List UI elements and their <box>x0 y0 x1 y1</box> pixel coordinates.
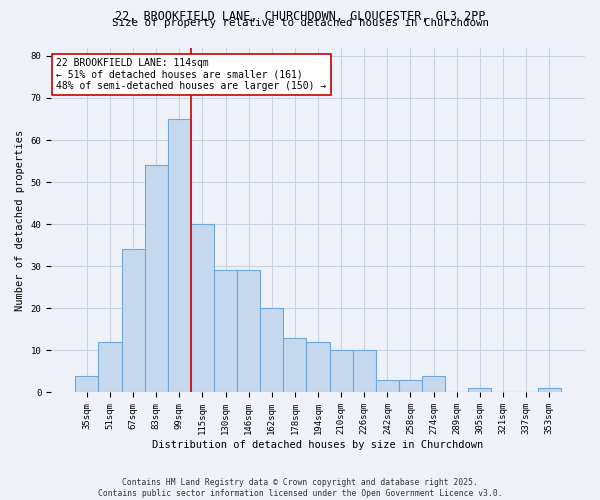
Bar <box>538 388 561 392</box>
Bar <box>98 342 122 392</box>
Bar <box>145 166 168 392</box>
Text: Size of property relative to detached houses in Churchdown: Size of property relative to detached ho… <box>112 18 488 28</box>
Bar <box>122 250 145 392</box>
X-axis label: Distribution of detached houses by size in Churchdown: Distribution of detached houses by size … <box>152 440 484 450</box>
Y-axis label: Number of detached properties: Number of detached properties <box>15 130 25 310</box>
Text: Contains HM Land Registry data © Crown copyright and database right 2025.
Contai: Contains HM Land Registry data © Crown c… <box>98 478 502 498</box>
Bar <box>214 270 237 392</box>
Bar <box>260 308 283 392</box>
Bar <box>468 388 491 392</box>
Bar <box>329 350 353 393</box>
Bar <box>399 380 422 392</box>
Bar <box>353 350 376 393</box>
Bar <box>191 224 214 392</box>
Bar <box>376 380 399 392</box>
Text: 22, BROOKFIELD LANE, CHURCHDOWN, GLOUCESTER, GL3 2PP: 22, BROOKFIELD LANE, CHURCHDOWN, GLOUCES… <box>115 10 485 23</box>
Bar <box>168 119 191 392</box>
Bar <box>75 376 98 392</box>
Bar <box>237 270 260 392</box>
Text: 22 BROOKFIELD LANE: 114sqm
← 51% of detached houses are smaller (161)
48% of sem: 22 BROOKFIELD LANE: 114sqm ← 51% of deta… <box>56 58 326 91</box>
Bar <box>422 376 445 392</box>
Bar <box>307 342 329 392</box>
Bar <box>283 338 307 392</box>
